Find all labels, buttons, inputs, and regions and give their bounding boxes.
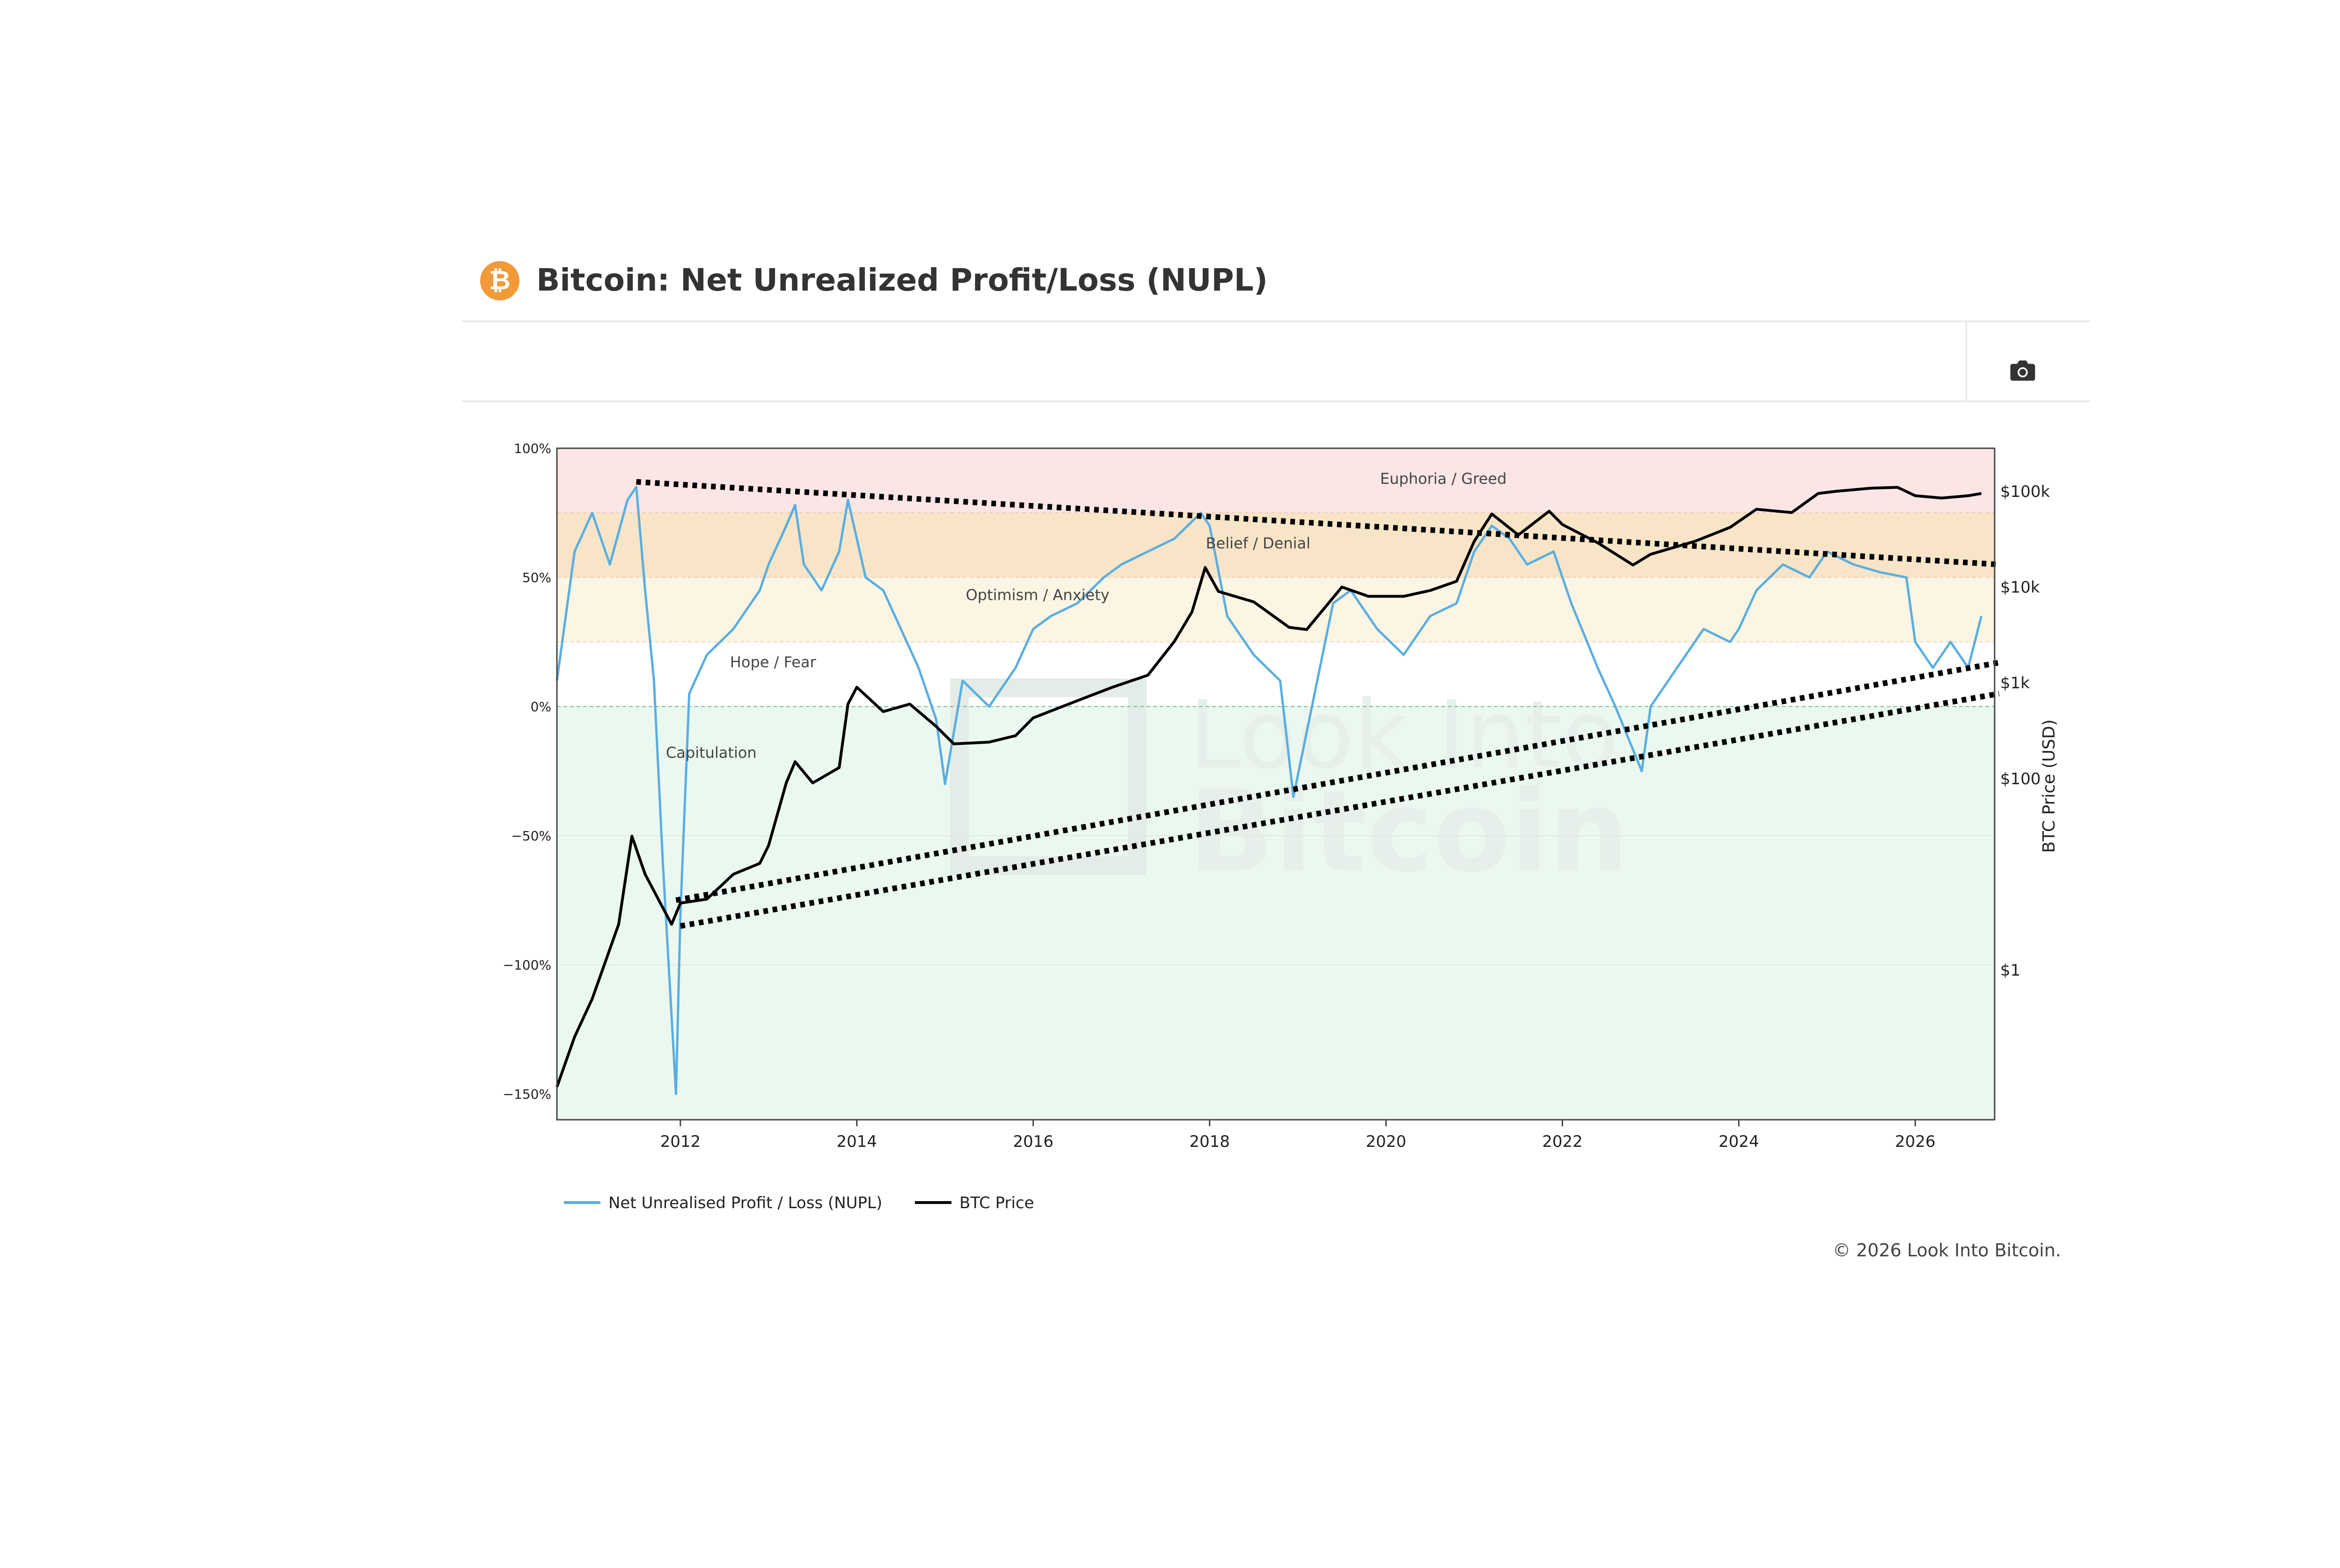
y-left-tick-label: 0% — [531, 699, 551, 715]
page-title: Bitcoin: Net Unrealized Profit/Loss (NUP… — [536, 262, 1268, 298]
y-left-tick-label: 100% — [514, 441, 551, 456]
watermark-logo-icon — [950, 678, 1147, 875]
y-right-axis-title: BTC Price (USD) — [2040, 719, 2059, 853]
y-left-tick-label: 50% — [522, 570, 551, 585]
zone-capitulation — [557, 706, 1995, 1120]
y-right-tick-label: $100k — [2000, 482, 2050, 501]
legend-label[interactable]: Net Unrealised Profit / Loss (NUPL) — [608, 1194, 882, 1212]
legend-label[interactable]: BTC Price — [959, 1194, 1034, 1212]
trendline-support-lower — [680, 691, 2000, 929]
copyright-text: © 2026 Look Into Bitcoin. — [1833, 1240, 2061, 1261]
zone-label: Optimism / Anxiety — [966, 586, 1110, 604]
zone-label: Euphoria / Greed — [1380, 470, 1506, 488]
x-tick-label: 2020 — [1366, 1132, 1406, 1151]
y-right-tick-label: $1k — [2000, 674, 2030, 693]
zone-hope — [557, 642, 1995, 707]
zone-label: Capitulation — [666, 744, 757, 761]
zone-optimism — [557, 577, 1995, 642]
x-tick-label: 2018 — [1189, 1132, 1230, 1151]
zone-label: Belief / Denial — [1206, 534, 1311, 552]
x-tick-label: 2026 — [1895, 1132, 1936, 1151]
zone-belief — [557, 512, 1995, 577]
plot-frame — [556, 447, 1996, 1121]
chart-header: ₿ Bitcoin: Net Unrealized Profit/Loss (N… — [461, 243, 2090, 322]
camera-icon[interactable] — [2009, 359, 2037, 382]
chart-toolbar — [461, 322, 2090, 402]
x-tick-label: 2022 — [1542, 1132, 1583, 1151]
watermark-line2: Bitcoin — [1189, 766, 1629, 897]
trendline-upper-resistance — [636, 479, 1999, 568]
x-tick-label: 2016 — [1013, 1132, 1053, 1151]
x-tick-label: 2014 — [837, 1132, 878, 1151]
x-tick-label: 2024 — [1718, 1132, 1759, 1151]
x-tick-label: 2012 — [660, 1132, 701, 1151]
zone-euphoria — [557, 448, 1995, 513]
toolbar-divider — [1966, 322, 1967, 401]
y-right-tick-label: $1 — [2000, 961, 2020, 980]
watermark: Look Into Bitcoin — [950, 678, 1629, 897]
y-left-tick-label: −50% — [511, 828, 551, 844]
y-left-tick-label: −100% — [503, 957, 551, 973]
bitcoin-logo-icon: ₿ — [480, 261, 519, 300]
y-right-tick-label: $100 — [2000, 770, 2041, 788]
zone-label: Hope / Fear — [730, 653, 817, 671]
y-right-tick-label: $10k — [2000, 578, 2040, 597]
y-left-tick-label: −150% — [503, 1087, 551, 1102]
nupl-series-line — [556, 486, 1983, 1095]
btc-price-series-line — [556, 486, 1982, 1087]
